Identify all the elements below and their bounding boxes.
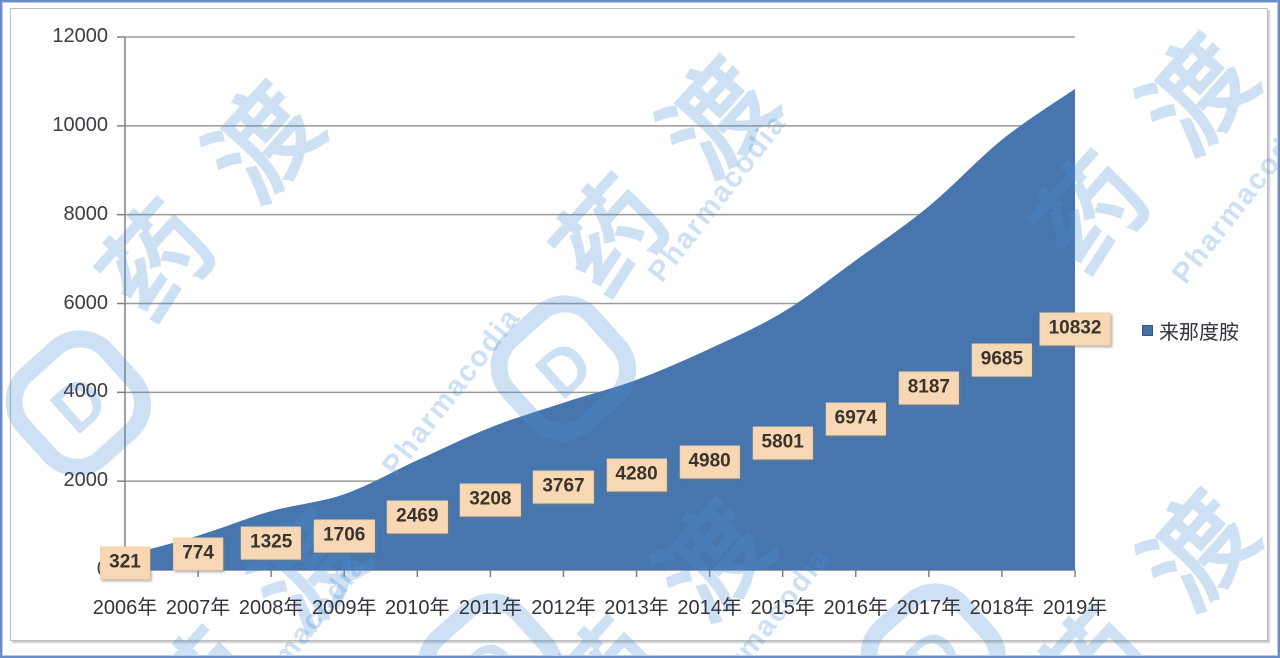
- legend-series-label: 来那度胺: [1159, 322, 1239, 344]
- legend-marker-icon: [1142, 325, 1153, 336]
- chart-canvas: [10, 8, 1268, 641]
- legend: 来那度胺: [1142, 316, 1239, 345]
